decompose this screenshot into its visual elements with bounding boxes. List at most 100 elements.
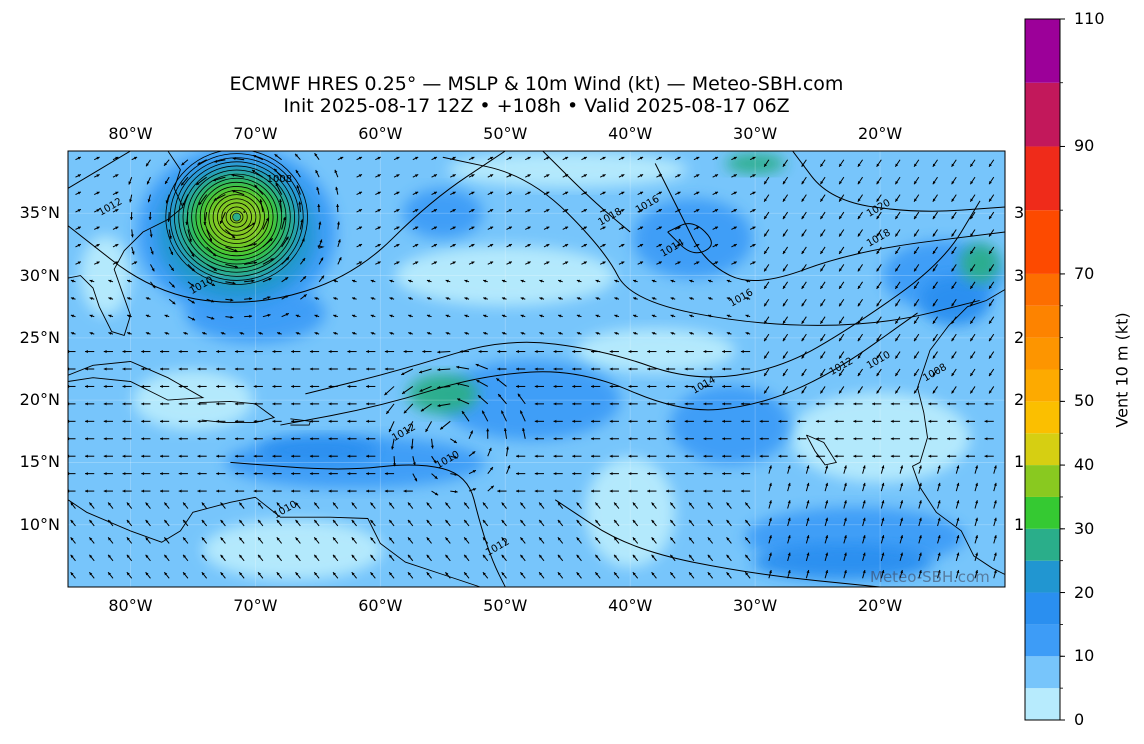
colorbar-tick-label: 30 — [1074, 518, 1095, 538]
lat-tick-label: 35°N — [19, 203, 60, 223]
lon-tick-label-top: 80°W — [108, 124, 153, 143]
colorbar-tick-label: 40 — [1074, 455, 1095, 475]
lat-tick-label-right-partial: 3 — [1014, 203, 1025, 223]
lon-tick-label-bottom: 80°W — [108, 596, 153, 615]
isobar-1012-nw — [68, 151, 131, 189]
lat-tick-label: 15°N — [19, 452, 60, 472]
map-area: 1012101010181016101410201018101610141012… — [68, 151, 1005, 587]
wind-vectors — [68, 152, 997, 579]
cyclone-isobar — [225, 206, 248, 228]
cyclone-isobar — [182, 165, 291, 269]
colorbar-segment — [1025, 19, 1060, 83]
chart-title: ECMWF HRES 0.25° — MSLP & 10m Wind (kt) … — [229, 73, 844, 95]
lon-tick-label-bottom: 70°W — [233, 596, 278, 615]
colorbar-segment — [1025, 656, 1060, 689]
lon-tick-label-top: 70°W — [233, 124, 278, 143]
colorbar-tick-label: 110 — [1074, 9, 1105, 28]
coastline-nw-africa — [917, 263, 1005, 388]
lon-tick-label-top: 40°W — [608, 124, 653, 143]
wind-speed-shading — [670, 385, 791, 466]
cyclone-isobar — [212, 194, 261, 240]
cyclone-isobar — [169, 153, 304, 281]
lat-tick-label-right-partial: 3 — [1014, 265, 1025, 285]
wind-speed-shading — [575, 328, 736, 373]
colorbar-segment — [1025, 401, 1060, 434]
cyclone-isobar — [191, 173, 283, 261]
wind-speed-shading — [80, 235, 131, 316]
lat-tick-label: 10°N — [19, 514, 60, 534]
lon-tick-label-bottom: 60°W — [358, 596, 403, 615]
colorbar-segment — [1025, 560, 1060, 593]
isobar-1020 — [792, 151, 1005, 212]
lat-tick-label: 30°N — [19, 265, 60, 285]
colorbar-tick-label: 20 — [1074, 582, 1095, 602]
colorbar-segment — [1025, 210, 1060, 274]
lat-tick-label-right-partial: 1 — [1014, 452, 1025, 472]
isobar-1010-south — [230, 461, 506, 587]
wind-speed-shading — [395, 245, 616, 306]
coastline-puerto-rico — [290, 418, 312, 426]
isobar-1014 — [305, 200, 981, 395]
cyclone-isobar — [217, 198, 257, 236]
colorbar-segment — [1025, 528, 1060, 561]
lat-tick-label-right-partial: 1 — [1014, 514, 1025, 534]
colorbar-segment — [1025, 146, 1060, 211]
cyclone-isobar — [208, 190, 265, 244]
wind-speed-shading — [257, 435, 378, 464]
isobar-1016 — [442, 156, 981, 326]
cyclone-center — [232, 212, 241, 222]
isobar-1018-east — [654, 163, 1005, 281]
coastline-us-east — [68, 151, 184, 336]
lat-tick-label-right-partial: 2 — [1014, 327, 1025, 347]
map-frame — [67, 150, 1006, 588]
colorbar-tick-label: 0 — [1074, 710, 1085, 729]
lon-tick-label-top: 50°W — [483, 124, 528, 143]
coastline-cuba — [68, 361, 205, 401]
wind-speed-shading — [725, 153, 786, 174]
colorbar-segment — [1025, 592, 1060, 625]
colorbar-tick-label: 50 — [1074, 391, 1095, 411]
colorbar-tick-label: 70 — [1074, 263, 1095, 283]
lat-tick-label: 25°N — [19, 327, 60, 347]
colorbar-tick-label: 90 — [1074, 136, 1095, 156]
colorbar-segment — [1025, 465, 1060, 497]
coastline-hispaniola — [199, 400, 276, 424]
lon-tick-label-bottom: 40°W — [608, 596, 653, 615]
cyclone-isobar — [221, 202, 252, 232]
lat-tick-label: 20°N — [19, 390, 60, 410]
lon-tick-label-bottom: 20°W — [857, 596, 903, 615]
isobar-1012-south — [554, 499, 881, 587]
isobar-1010 — [68, 151, 506, 303]
lon-tick-label-top: 60°W — [358, 124, 403, 143]
wind-speed-shading — [752, 544, 933, 581]
colorbar-segment — [1025, 273, 1060, 306]
colorbar-axis-title: Vent 10 m (kt) — [1112, 312, 1132, 428]
coastline-cape-verde — [806, 434, 838, 466]
colorbar-segment — [1025, 688, 1060, 720]
cyclone-isobar — [229, 210, 244, 224]
lon-tick-label-bottom: 30°W — [733, 596, 778, 615]
chart-subtitle: Init 2025-08-17 12Z • +108h • Valid 2025… — [283, 95, 790, 117]
cyclone-isobar — [165, 151, 308, 285]
wind-speed-shading — [402, 188, 483, 239]
cyclone-isobar — [204, 186, 270, 249]
colorbar-segment — [1025, 337, 1060, 370]
colorbar-segment — [1025, 496, 1060, 529]
lon-tick-label-top: 20°W — [857, 124, 903, 143]
wind-speed-shading — [447, 151, 688, 188]
cyclone-isobar — [199, 181, 274, 253]
cyclone-isobar-label: 1008 — [267, 174, 292, 185]
coastline-bermuda — [317, 245, 325, 249]
colorbar-tick-label: 10 — [1074, 646, 1095, 666]
colorbar-segment — [1025, 624, 1060, 657]
wind-speed-shading — [202, 519, 383, 580]
colorbar-segment — [1025, 305, 1060, 338]
cyclone-isobar — [195, 177, 278, 257]
cyclone-isobar — [178, 161, 296, 273]
lon-tick-label-bottom: 50°W — [483, 596, 528, 615]
wind-speed-shading — [440, 360, 621, 441]
cyclone-isobar — [173, 157, 300, 277]
watermark: Meteo-SBH.com — [870, 568, 990, 586]
